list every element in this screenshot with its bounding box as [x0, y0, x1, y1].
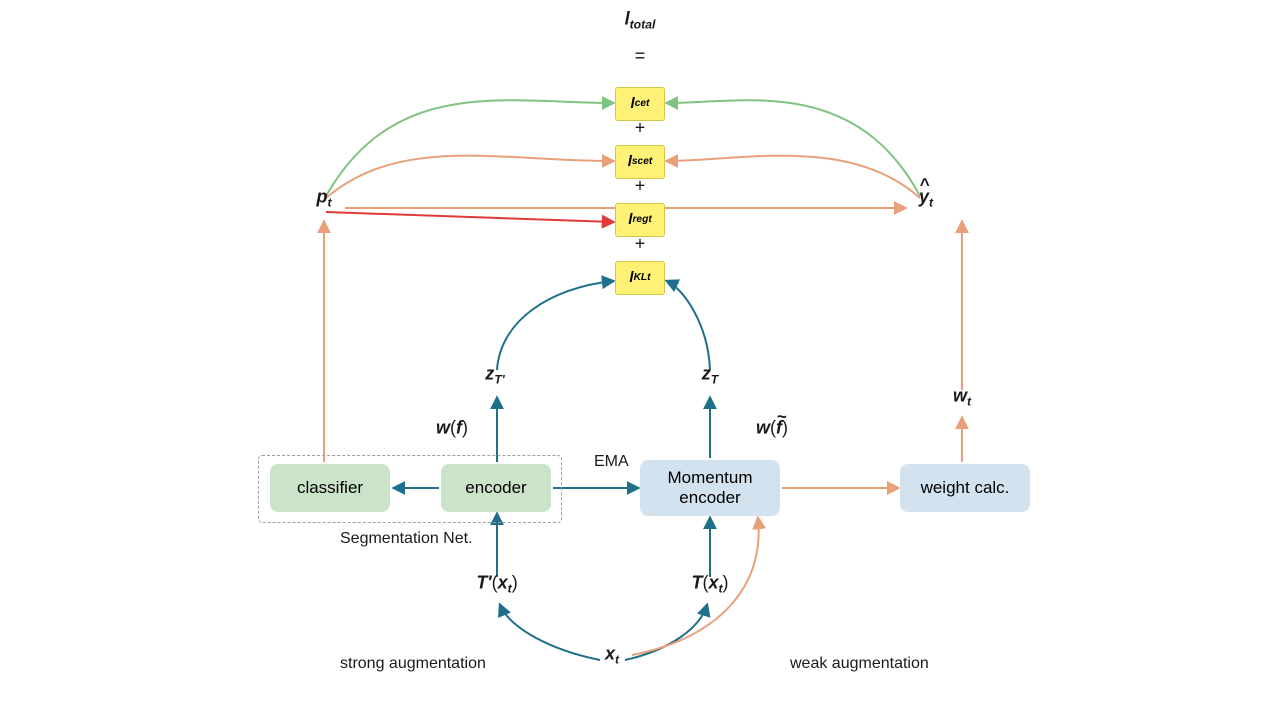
arrow-pt-to-reg	[326, 212, 613, 222]
mathlabel-wftilde: w(f)	[756, 418, 788, 439]
mathlabel-yhat: yt	[919, 187, 933, 210]
loss-box-kl: lKLt	[615, 261, 665, 295]
mathlabel-T: T(xt)	[691, 573, 728, 596]
mathlabel-zTprime: zT'	[485, 364, 504, 387]
arrow-yhat-to-sce-R	[667, 156, 920, 198]
module-classifier: classifier	[270, 464, 390, 512]
mathlabel-xt: xt	[605, 644, 619, 667]
arrow-pt-to-ce-L	[326, 100, 613, 196]
arrow-xt-to-Tprime	[500, 605, 600, 660]
mathlabel-pt: pt	[316, 187, 331, 210]
mathlabel-zT: zT	[702, 364, 718, 387]
arrow-yhat-to-ce-R	[667, 100, 920, 196]
loss-box-ce: lcet	[615, 87, 665, 121]
label-l-total: ltotal	[625, 9, 656, 32]
loss-box-sce: lscet	[615, 145, 665, 179]
loss-box-reg: lregt	[615, 203, 665, 237]
mathlabel-wf: w(f)	[436, 418, 468, 439]
arrow-pt-to-sce-L	[326, 156, 613, 198]
mathlabel-wt: wt	[953, 386, 971, 409]
label-ema: EMA	[594, 453, 629, 471]
module-momentum: Momentum encoder	[640, 460, 780, 516]
loss-op-eq: =	[635, 46, 646, 67]
mathlabel-Tprime: T'(xt)	[476, 573, 517, 596]
arrow-zTprime-to-KL	[497, 281, 613, 370]
module-encoder: encoder	[441, 464, 551, 512]
arrow-zT-to-KL	[667, 281, 710, 370]
label-strong_aug: strong augmentation	[340, 655, 486, 673]
segmentation-net-label: Segmentation Net.	[340, 530, 473, 548]
label-weak_aug: weak augmentation	[790, 655, 929, 673]
arrow-xt-to-T	[625, 605, 707, 660]
module-weight: weight calc.	[900, 464, 1030, 512]
